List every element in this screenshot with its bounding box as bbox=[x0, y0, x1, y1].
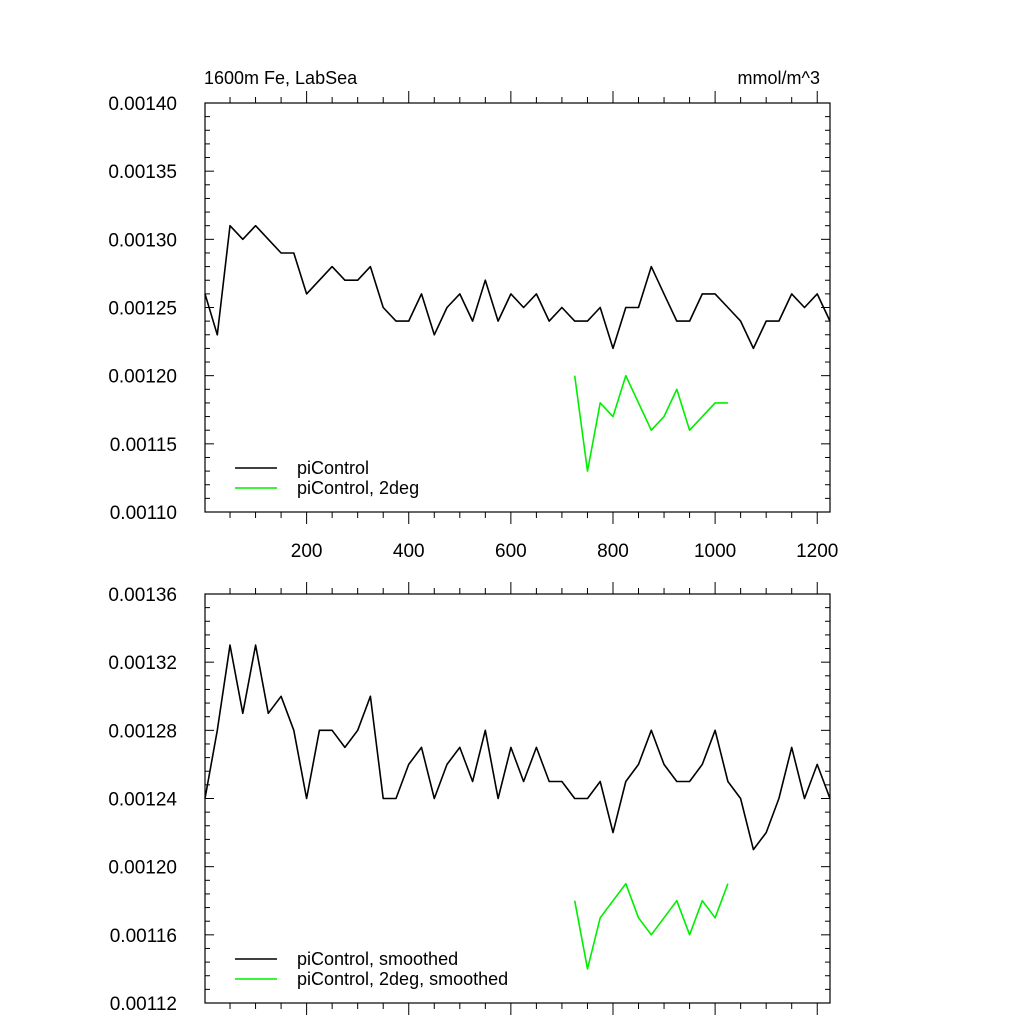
top-ytick-label: 0.00125 bbox=[108, 299, 177, 320]
bottom-legend-label-0: piControl, smoothed bbox=[297, 949, 458, 969]
top-xtick-label: 1000 bbox=[694, 541, 736, 562]
figure-title: 1600m Fe, LabSea bbox=[204, 68, 358, 88]
top-plot-frame bbox=[204, 102, 831, 513]
top-xtick-label: 400 bbox=[393, 541, 425, 562]
bottom-ytick-label: 0.00128 bbox=[108, 721, 177, 742]
top-series-line-1 bbox=[573, 374, 728, 472]
top-legend-label-1: piControl, 2deg bbox=[297, 478, 419, 498]
top-series-lines bbox=[204, 224, 831, 472]
top-legend-label-0: piControl bbox=[297, 458, 369, 478]
bottom-ytick-label: 0.00136 bbox=[108, 585, 177, 606]
bottom-legend-label-1: piControl, 2deg, smoothed bbox=[297, 969, 508, 989]
top-ytick-label: 0.00140 bbox=[108, 94, 177, 115]
top-xtick-label: 200 bbox=[291, 541, 323, 562]
top-ytick-label: 0.00130 bbox=[108, 230, 177, 251]
bottom-panel: 0.00112 0.00116 0.00120 0.00124 0.00128 0.001… bbox=[108, 582, 831, 1015]
bottom-ytick-label: 0.00112 bbox=[110, 994, 177, 1015]
bottom-series-lines bbox=[204, 644, 831, 970]
bottom-ytick-label: 0.00116 bbox=[110, 926, 177, 947]
top-ytick-label: 0.00115 bbox=[110, 435, 177, 456]
top-panel: 0.00110 0.00115 0.00120 0.00125 0.00130 0.001… bbox=[108, 91, 838, 562]
units-label: mmol/m^3 bbox=[738, 68, 820, 88]
bottom-plot-frame bbox=[204, 593, 831, 1004]
top-axis-ticks: 0.00110 0.00115 0.00120 0.00125 0.00130 0.001… bbox=[108, 91, 838, 562]
bottom-ytick-label: 0.00132 bbox=[108, 653, 177, 674]
top-ytick-label: 0.00120 bbox=[108, 367, 177, 388]
top-xtick-label: 800 bbox=[597, 541, 629, 562]
top-xtick-label: 600 bbox=[495, 541, 527, 562]
top-ytick-label: 0.00135 bbox=[108, 162, 177, 183]
bottom-series-line-0 bbox=[204, 644, 831, 851]
bottom-ytick-label: 0.00124 bbox=[108, 790, 177, 811]
bottom-axis-ticks: 0.00112 0.00116 0.00120 0.00124 0.00128 0.001… bbox=[108, 582, 830, 1015]
top-series-line-0 bbox=[204, 224, 831, 350]
bottom-series-line-1 bbox=[573, 882, 729, 970]
top-ytick-label: 0.00110 bbox=[110, 503, 177, 524]
top-xtick-label: 1200 bbox=[796, 541, 838, 562]
bottom-ytick-label: 0.00120 bbox=[108, 858, 177, 879]
